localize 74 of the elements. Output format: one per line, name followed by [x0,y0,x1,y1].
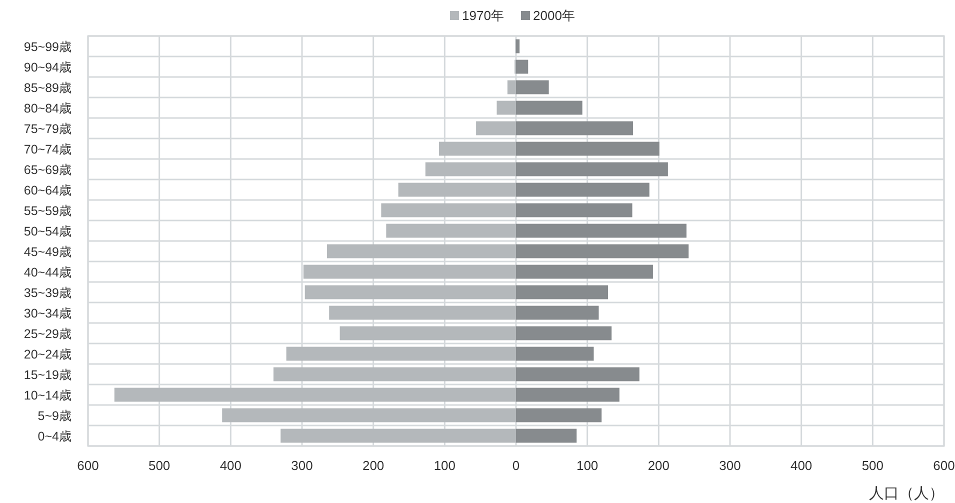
bar [286,346,516,361]
bar [516,306,599,320]
x-tick-label: 400 [220,458,242,473]
bar [516,224,686,238]
y-tick-label: 25~29歳 [24,326,72,341]
bar [516,367,640,382]
y-tick-label: 90~94歳 [24,60,72,74]
bar [516,100,582,115]
bar [507,80,516,94]
x-tick-label: 600 [933,458,955,473]
y-tick-label: 50~54歳 [24,224,72,238]
bar [386,224,516,238]
y-tick-label: 85~89歳 [24,80,72,95]
x-axis-title: 人口（人） [869,485,944,502]
y-tick-label: 70~74歳 [24,142,72,156]
legend-label: 2000年 [533,8,575,23]
y-tick-label: 65~69歳 [24,162,72,177]
bar [496,100,516,115]
y-tick-label: 30~34歳 [24,306,72,320]
y-tick-label: 20~24歳 [24,347,72,362]
bar [516,346,594,361]
y-tick-label: 5~9歳 [38,408,72,423]
x-tick-label: 300 [719,458,741,473]
bar [516,142,660,156]
bar [516,80,549,94]
bar [516,203,632,218]
y-tick-label: 55~59歳 [24,204,72,218]
bar [516,162,668,176]
bar [516,121,633,136]
x-tick-label: 500 [148,458,170,473]
bar [516,408,602,422]
bar [476,121,516,136]
y-tick-label: 0~4歳 [38,429,72,444]
x-tick-label: 100 [434,458,456,473]
y-tick-label: 15~19歳 [24,368,72,382]
bar [438,142,516,156]
x-tick-label: 400 [790,458,812,473]
x-tick-label: 500 [862,458,884,473]
bar [516,244,689,258]
bar [516,264,653,279]
bar [304,285,516,300]
bar [114,388,516,402]
bar [303,264,516,279]
y-tick-label: 80~84歳 [24,101,72,116]
bar [280,428,516,443]
legend-label: 1970年 [462,8,504,23]
x-tick-label: 600 [77,458,99,473]
bar [425,162,516,176]
y-tick-label: 60~64歳 [24,183,72,198]
bar [398,182,516,197]
bar [516,182,650,197]
bar [516,285,608,300]
bar [516,428,577,443]
bar [273,367,516,382]
bar [329,306,516,320]
x-tick-label: 100 [576,458,598,473]
bar [516,388,620,402]
x-tick-label: 300 [291,458,313,473]
bar [381,203,516,218]
bar [516,326,612,340]
bar [340,326,516,340]
x-tick-label: 200 [362,458,384,473]
bar [222,408,516,422]
x-tick-label: 0 [512,458,520,473]
bar [516,60,528,74]
bar [326,244,516,258]
y-tick-label: 95~99歳 [24,40,72,54]
bar [516,39,520,54]
y-tick-label: 10~14歳 [24,388,72,402]
y-tick-label: 40~44歳 [24,265,72,280]
x-tick-label: 200 [648,458,670,473]
y-tick-label: 75~79歳 [24,122,72,136]
y-tick-label: 45~49歳 [24,244,72,259]
y-tick-label: 35~39歳 [24,286,72,300]
